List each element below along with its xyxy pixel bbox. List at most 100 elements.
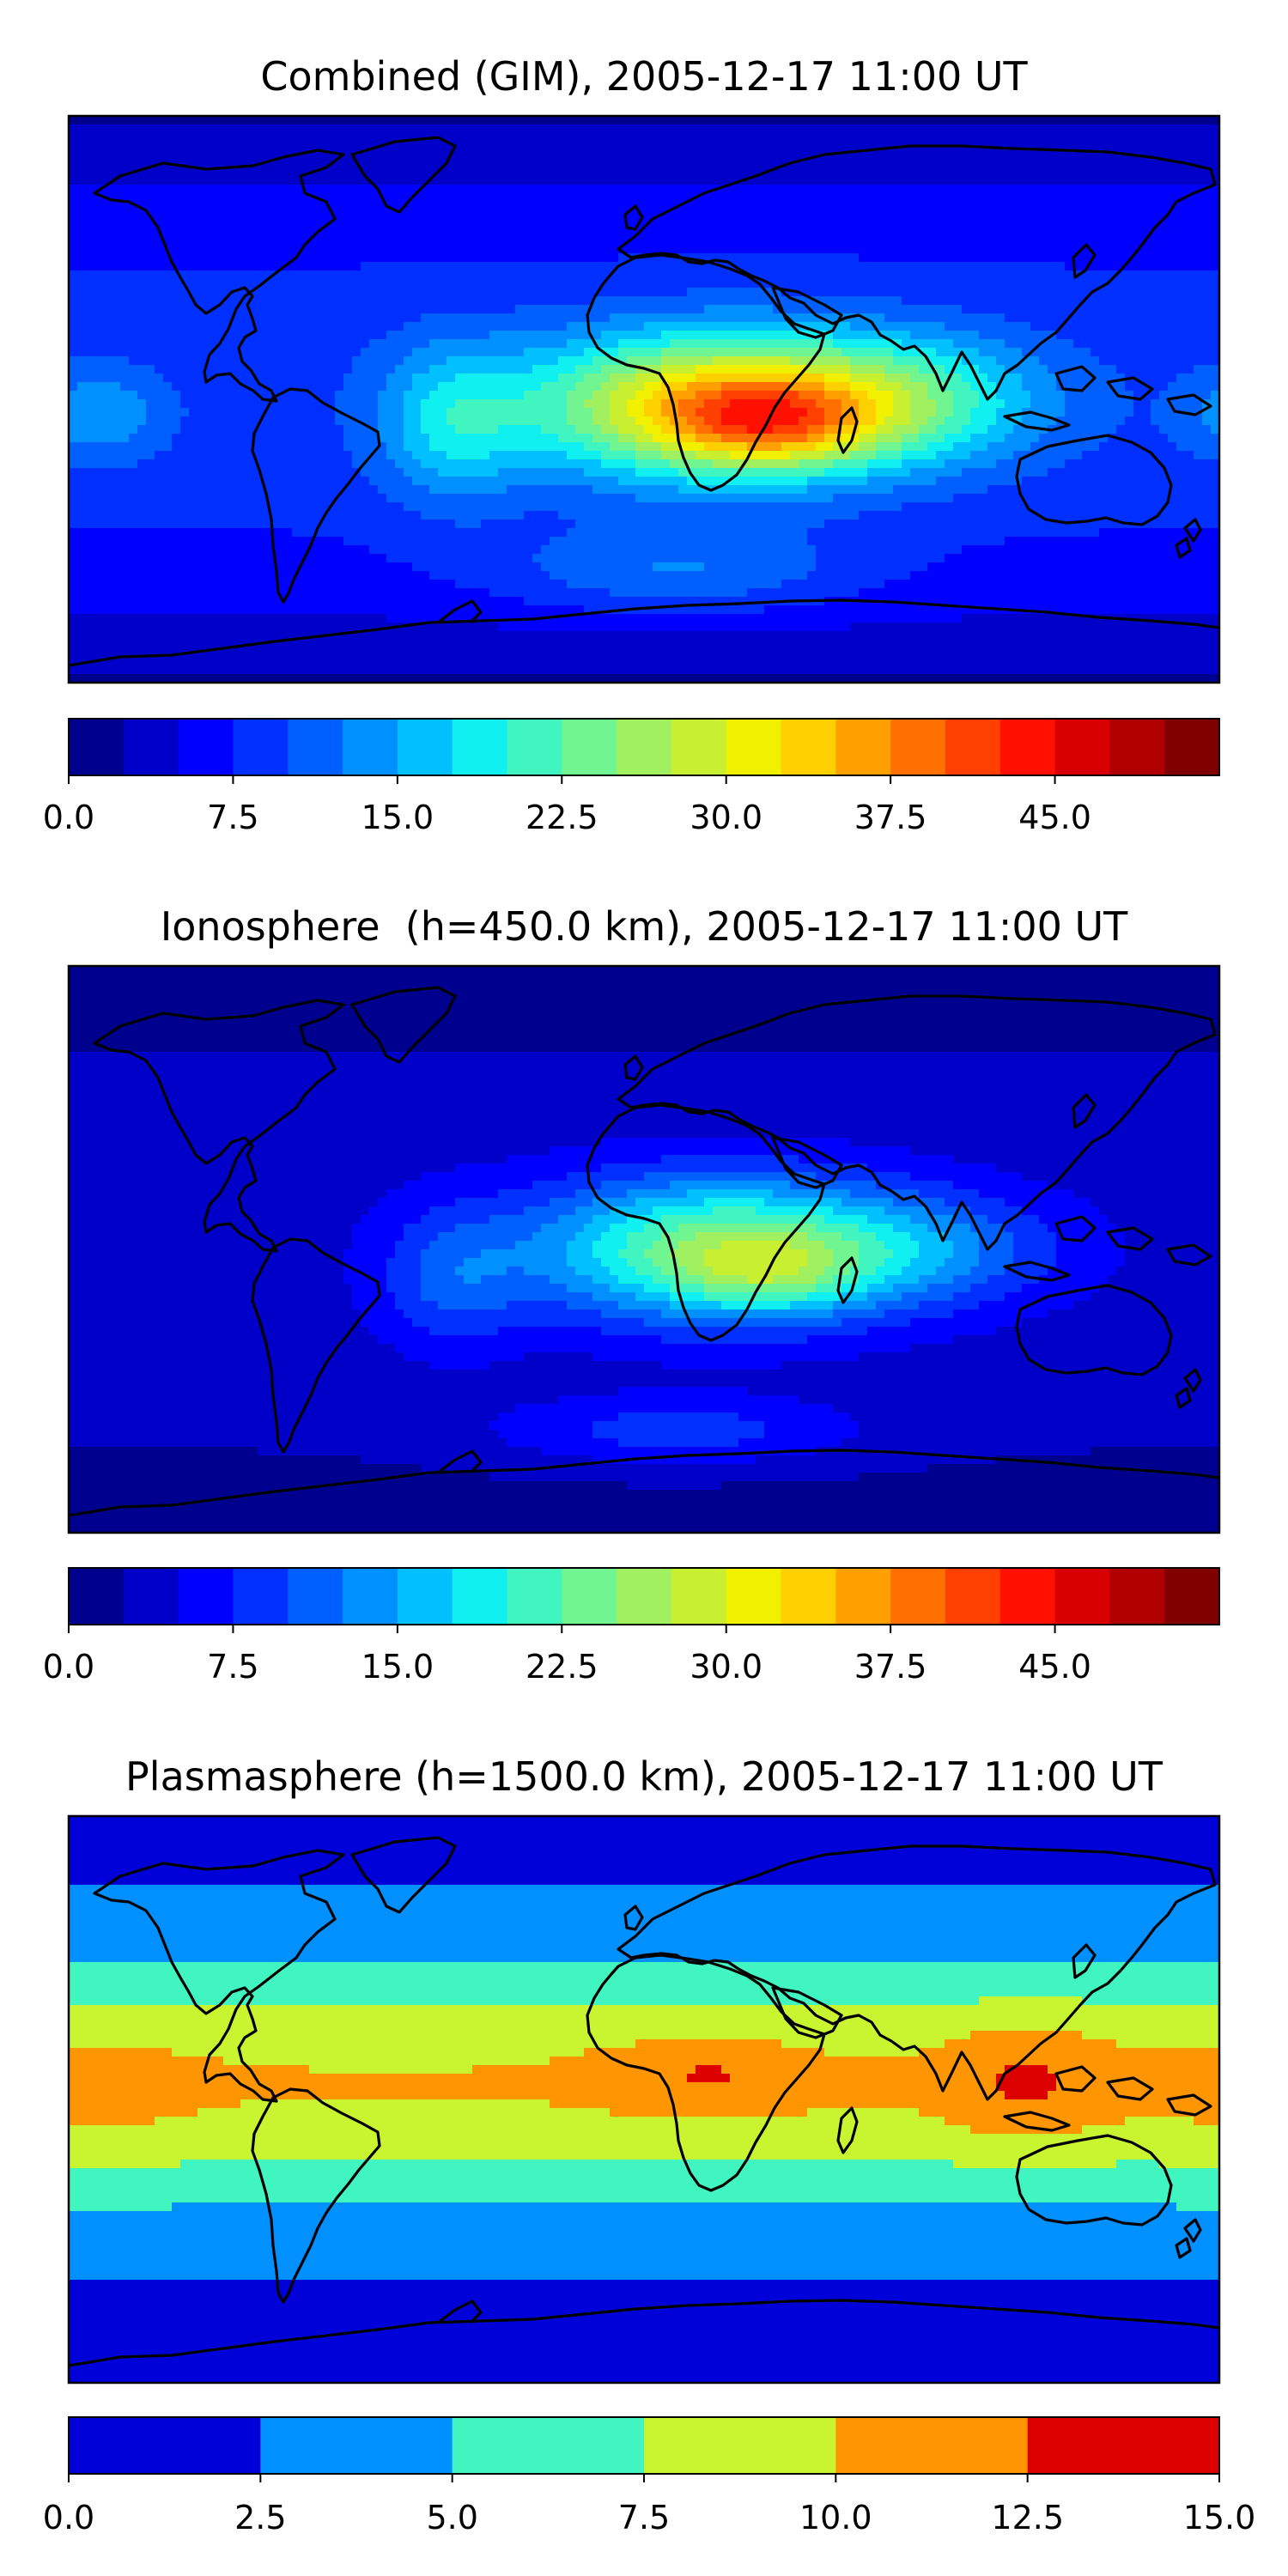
field-cell	[1133, 339, 1143, 349]
field-cell	[1013, 374, 1023, 383]
field-cell	[155, 116, 164, 125]
field-cell	[575, 279, 585, 289]
field-cell	[730, 116, 739, 125]
field-cell	[979, 210, 988, 220]
field-cell	[223, 339, 233, 349]
field-cell	[120, 185, 130, 194]
field-cell	[575, 176, 585, 185]
field-cell	[232, 219, 241, 228]
field-cell	[738, 142, 748, 151]
field-cell	[764, 176, 774, 185]
field-cell	[799, 356, 808, 366]
field-cell	[841, 416, 851, 426]
field-cell	[584, 210, 593, 220]
field-cell	[163, 313, 173, 323]
field-cell	[996, 116, 1005, 125]
field-cell	[687, 270, 696, 280]
field-cell	[369, 296, 379, 306]
field-cell	[618, 245, 628, 254]
field-cell	[180, 270, 190, 280]
field-cell	[69, 116, 78, 125]
field-cell	[1125, 322, 1134, 331]
field-cell	[876, 236, 885, 246]
field-cell	[146, 262, 155, 271]
field-cell	[833, 185, 842, 194]
field-cell	[730, 425, 739, 434]
field-cell	[953, 391, 963, 400]
field-cell	[962, 348, 971, 357]
field-cell	[678, 313, 688, 323]
field-cell	[550, 399, 559, 409]
field-cell	[481, 236, 490, 246]
field-cell	[678, 365, 688, 374]
field-cell	[567, 142, 576, 151]
field-cell	[945, 159, 954, 168]
field-cell	[1142, 270, 1151, 280]
field-cell	[120, 125, 130, 134]
field-cell	[137, 133, 147, 143]
field-cell	[1125, 339, 1134, 349]
field-cell	[1073, 193, 1083, 203]
field-cell	[1005, 279, 1014, 289]
field-cell	[386, 193, 396, 203]
field-cell	[129, 150, 138, 160]
field-cell	[240, 313, 250, 323]
field-cell	[790, 133, 799, 143]
field-cell	[996, 365, 1005, 374]
field-cell	[996, 356, 1005, 366]
field-cell	[1211, 236, 1219, 246]
field-cell	[318, 348, 327, 357]
field-cell	[197, 365, 207, 374]
field-cell	[146, 408, 155, 417]
field-cell	[936, 116, 945, 125]
field-cell	[987, 296, 997, 306]
field-cell	[721, 348, 731, 357]
field-cell	[1039, 331, 1048, 340]
field-cell	[275, 425, 284, 434]
field-cell	[1030, 348, 1040, 357]
field-cell	[258, 331, 267, 340]
field-cell	[618, 425, 628, 434]
chart-title-combined: Combined (GIM), 2005-12-17 11:00 UT	[260, 53, 1028, 100]
field-cell	[807, 133, 817, 143]
field-cell	[421, 331, 430, 340]
field-cell	[146, 125, 155, 134]
field-cell	[670, 425, 679, 434]
field-cell	[532, 288, 542, 297]
field-cell	[266, 305, 276, 314]
field-cell	[129, 288, 138, 297]
field-cell	[1202, 228, 1212, 237]
field-cell	[996, 391, 1005, 400]
field-cell	[610, 348, 619, 357]
field-cell	[395, 253, 404, 263]
field-cell	[223, 262, 233, 271]
field-cell	[764, 296, 774, 306]
field-cell	[498, 399, 507, 409]
field-cell	[489, 185, 499, 194]
field-cell	[773, 356, 782, 366]
field-cell	[421, 159, 430, 168]
field-cell	[884, 348, 894, 357]
field-cell	[730, 125, 739, 134]
field-cell	[481, 159, 490, 168]
field-cell	[541, 425, 550, 434]
field-cell	[1194, 167, 1203, 177]
field-cell	[833, 219, 842, 228]
field-cell	[979, 253, 988, 263]
field-cell	[1202, 313, 1212, 323]
field-cell	[867, 348, 877, 357]
field-cell	[94, 434, 104, 443]
field-cell	[163, 322, 173, 331]
field-cell	[1048, 391, 1057, 400]
field-cell	[575, 374, 585, 383]
field-cell	[936, 193, 945, 203]
field-cell	[756, 425, 765, 434]
field-cell	[146, 142, 155, 151]
field-cell	[249, 399, 258, 409]
field-cell	[987, 202, 997, 211]
field-cell	[94, 348, 104, 357]
field-cell	[103, 262, 112, 271]
field-cell	[841, 159, 851, 168]
field-cell	[747, 313, 756, 323]
field-cell	[893, 416, 902, 426]
